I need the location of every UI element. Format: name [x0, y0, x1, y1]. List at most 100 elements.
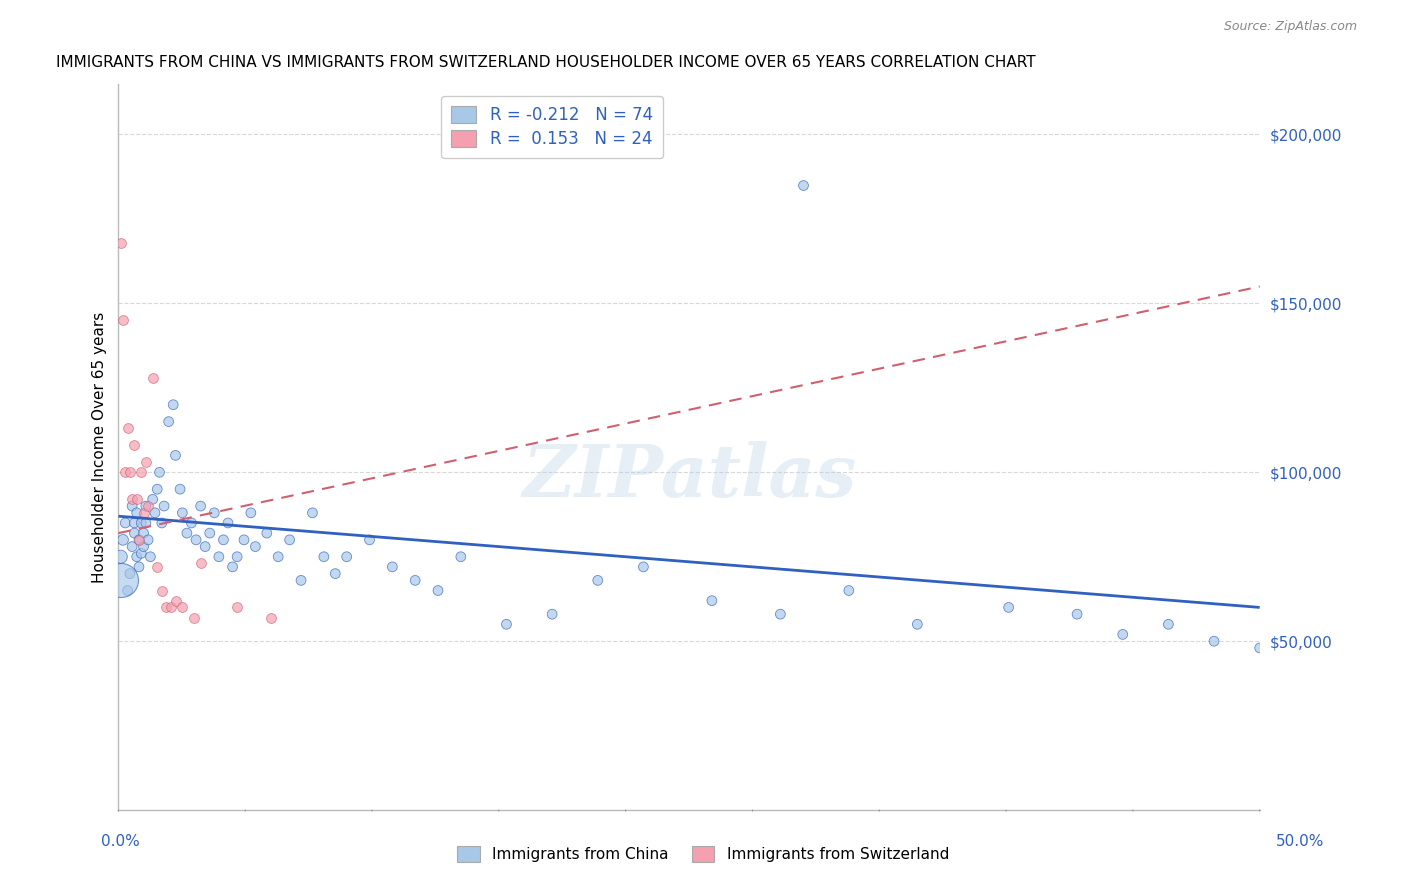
Point [150, 583, 173, 598]
Point [153, 499, 176, 513]
Text: 0.0%: 0.0% [101, 834, 141, 848]
Point [124, 516, 146, 530]
Point [792, 178, 814, 193]
Point [124, 526, 146, 541]
Point [586, 574, 609, 588]
Point [125, 549, 148, 564]
Point [118, 465, 141, 479]
Point [124, 438, 146, 452]
Point [541, 607, 564, 622]
Point [256, 526, 278, 541]
Point [427, 583, 450, 598]
Point [117, 421, 139, 435]
Point [838, 583, 860, 598]
Point [905, 617, 928, 632]
Point [221, 560, 243, 574]
Point [267, 549, 290, 564]
Point [146, 560, 169, 574]
Point [226, 600, 249, 615]
Point [312, 549, 335, 564]
Point [129, 465, 152, 479]
Point [128, 560, 150, 574]
Point [121, 499, 143, 513]
Point [208, 549, 231, 564]
Point [323, 566, 346, 581]
Point [359, 533, 381, 547]
Point [184, 533, 207, 547]
Point [1157, 617, 1180, 632]
Point [1112, 627, 1135, 641]
Point [157, 415, 180, 429]
Point [700, 593, 723, 607]
Point [160, 600, 183, 615]
Point [336, 549, 359, 564]
Point [111, 313, 134, 327]
Point [217, 516, 239, 530]
Point [110, 549, 132, 564]
Point [155, 600, 177, 615]
Text: ZIPatlas: ZIPatlas [522, 441, 856, 511]
Point [769, 607, 792, 622]
Point [125, 492, 148, 507]
Point [183, 610, 205, 624]
Point [142, 492, 165, 507]
Point [150, 516, 173, 530]
Point [633, 560, 655, 574]
Point [190, 557, 212, 571]
Point [381, 560, 404, 574]
Point [176, 526, 198, 541]
Point [1202, 634, 1225, 648]
Point [239, 506, 262, 520]
Point [139, 549, 162, 564]
Point [172, 506, 194, 520]
Point [135, 455, 157, 469]
Point [162, 398, 184, 412]
Point [114, 516, 136, 530]
Point [117, 583, 139, 598]
Point [136, 533, 159, 547]
Point [135, 516, 157, 530]
Point [110, 235, 132, 250]
Point [165, 593, 187, 607]
Point [136, 499, 159, 513]
Point [1066, 607, 1088, 622]
Point [142, 370, 165, 384]
Point [198, 526, 221, 541]
Point [202, 506, 225, 520]
Text: Source: ZipAtlas.com: Source: ZipAtlas.com [1223, 20, 1357, 33]
Point [194, 540, 217, 554]
Point [125, 506, 148, 520]
Point [1249, 640, 1271, 655]
Point [260, 610, 283, 624]
Point [129, 546, 152, 560]
Y-axis label: Householder Income Over 65 years: Householder Income Over 65 years [93, 311, 107, 582]
Point [290, 574, 312, 588]
Point [128, 533, 150, 547]
Point [245, 540, 267, 554]
Point [132, 526, 155, 541]
Point [278, 533, 301, 547]
Point [301, 506, 323, 520]
Point [148, 465, 170, 479]
Text: IMMIGRANTS FROM CHINA VS IMMIGRANTS FROM SWITZERLAND HOUSEHOLDER INCOME OVER 65 : IMMIGRANTS FROM CHINA VS IMMIGRANTS FROM… [56, 55, 1035, 70]
Legend: R = -0.212   N = 74, R =  0.153   N = 24: R = -0.212 N = 74, R = 0.153 N = 24 [441, 95, 662, 158]
Point [118, 566, 141, 581]
Point [212, 533, 235, 547]
Point [165, 449, 187, 463]
Point [135, 499, 157, 513]
Point [128, 533, 150, 547]
Point [129, 516, 152, 530]
Point [143, 506, 166, 520]
Legend: Immigrants from China, Immigrants from Switzerland: Immigrants from China, Immigrants from S… [451, 840, 955, 868]
Point [146, 482, 169, 496]
Point [111, 533, 134, 547]
Point [180, 516, 202, 530]
Point [190, 499, 212, 513]
Point [121, 540, 143, 554]
Point [114, 465, 136, 479]
Point [121, 492, 143, 507]
Point [132, 506, 155, 520]
Point [404, 574, 426, 588]
Point [226, 549, 249, 564]
Text: 50.0%: 50.0% [1277, 834, 1324, 848]
